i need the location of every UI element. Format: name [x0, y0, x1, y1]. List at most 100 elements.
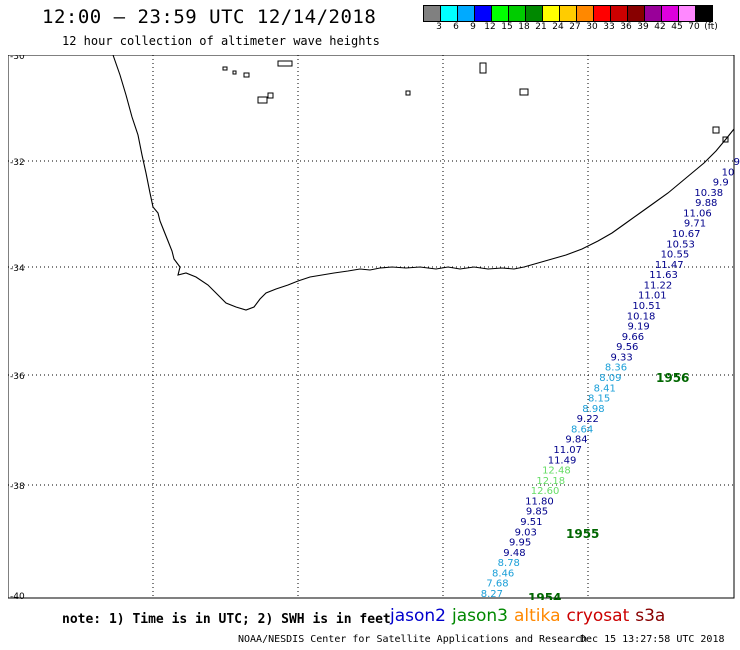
color-swatch: [508, 5, 526, 22]
track-time-label: 1955: [566, 527, 599, 541]
color-swatch: [457, 5, 475, 22]
wave-height-label: 11.47: [655, 260, 684, 271]
wave-height-label: 12.18: [536, 476, 565, 487]
latitude-tick-label: -30: [10, 55, 25, 62]
color-swatch: [678, 5, 696, 22]
color-scale-bar: [423, 5, 713, 22]
wave-height-label: 10.55: [661, 250, 690, 261]
wave-height-label: 9.85: [526, 507, 548, 518]
satellite-legend: jason2 jason3 altika cryosat s3a: [390, 606, 671, 626]
wave-height-label: 9.88: [695, 198, 717, 209]
color-swatch: [440, 5, 458, 22]
color-scale-label: 36: [620, 22, 632, 32]
islands: [222, 60, 729, 143]
wave-height-label: 8.15: [588, 394, 610, 405]
color-scale-label: 70: [688, 22, 700, 32]
wave-height-label: 9.84: [565, 435, 587, 446]
units-note: note: 1) Time is in UTC; 2) SWH is in fe…: [62, 612, 391, 627]
map-title: 12:00 – 23:59 UTC 12/14/2018: [42, 6, 377, 28]
wave-height-label: 9.22: [577, 414, 599, 425]
latitude-tick-label: -32: [10, 158, 25, 168]
wave-height-label: 8.98: [582, 404, 604, 415]
wave-height-label: 10.67: [672, 229, 701, 240]
color-scale-label: 42: [654, 22, 666, 32]
wave-height-label: 10.53: [666, 239, 695, 250]
wave-height-label: 11.07: [553, 445, 582, 456]
credit-line: NOAA/NESDIS Center for Satellite Applica…: [238, 634, 588, 645]
color-scale-label: 3: [436, 22, 442, 32]
coastline: [112, 54, 735, 311]
legend-cryosat: cryosat: [566, 606, 630, 626]
legend-s3a: s3a: [635, 606, 666, 626]
color-swatch: [627, 5, 645, 22]
color-scale-label: 21: [535, 22, 547, 32]
altimeter-track: 9109.910.389.8811.069.7110.6710.5310.551…: [481, 157, 740, 600]
color-swatch: [695, 5, 713, 22]
wave-height-label: 11.01: [638, 291, 667, 302]
color-scale-label: 18: [518, 22, 530, 32]
color-swatch: [525, 5, 543, 22]
wave-height-label: 9.66: [622, 332, 644, 343]
latitude-tick-label: -38: [10, 482, 25, 492]
color-swatch: [559, 5, 577, 22]
color-scale-label: 9: [470, 22, 476, 32]
wave-height-label: 12.48: [542, 466, 571, 477]
color-swatch: [661, 5, 679, 22]
track-time-label: 1954: [528, 591, 561, 600]
legend-jason2: jason2: [390, 606, 446, 626]
color-swatch: [610, 5, 628, 22]
latitude-tick-label: -34: [10, 264, 25, 274]
wave-height-label: 8.78: [498, 558, 520, 569]
color-scale-label: 24: [552, 22, 564, 32]
wave-height-label: 9.33: [611, 352, 633, 363]
color-scale-label: 30: [586, 22, 598, 32]
latitude-tick-label: -40: [10, 592, 25, 600]
color-swatch: [593, 5, 611, 22]
wave-height-label: 12.60: [531, 486, 560, 497]
wave-height-label: 9.48: [503, 548, 525, 559]
legend-jason3: jason3: [452, 606, 508, 626]
wave-height-label: 8.41: [594, 383, 616, 394]
color-scale-labels: 3 6 9 12 15 18 21 24 27 30 33 36 39 42 45 70 (ft): [423, 22, 740, 36]
wave-height-label: 11.80: [525, 496, 554, 507]
color-scale-label: 6: [453, 22, 459, 32]
wave-height-label: 9.71: [684, 219, 706, 230]
wave-height-label: 8.46: [492, 568, 514, 579]
color-scale-label: (ft): [704, 22, 718, 32]
legend-altika: altika: [514, 606, 561, 626]
color-swatch: [542, 5, 560, 22]
wave-height-label: 8.09: [599, 373, 621, 384]
wave-height-label: 9.95: [509, 538, 531, 549]
color-swatch: [474, 5, 492, 22]
color-scale-label: 27: [569, 22, 581, 32]
wave-height-label: 9.9: [713, 178, 729, 189]
color-scale-label: 45: [671, 22, 683, 32]
color-swatch: [644, 5, 662, 22]
latitude-tick-label: -36: [10, 372, 25, 382]
color-swatch: [423, 5, 441, 22]
timestamp: Dec 15 13:27:58 UTC 2018: [580, 634, 725, 645]
wave-height-label: 8.64: [571, 424, 593, 435]
wave-height-label: 9.51: [520, 517, 542, 528]
wave-height-label: 9: [734, 157, 740, 168]
color-scale-label: 12: [484, 22, 496, 32]
wave-height-label: 10: [722, 167, 735, 178]
wave-height-label: 10.38: [694, 188, 723, 199]
color-swatch: [491, 5, 509, 22]
wave-height-label: 11.63: [649, 270, 678, 281]
wave-height-label: 8.36: [605, 363, 627, 374]
wave-height-label: 9.19: [627, 322, 649, 333]
wave-height-label: 11.06: [683, 208, 712, 219]
color-scale-label: 33: [603, 22, 615, 32]
color-swatch: [576, 5, 594, 22]
track-time-label: 1956: [656, 371, 689, 385]
wave-height-label: 10.18: [627, 311, 656, 322]
wave-height-label: 9.56: [616, 342, 638, 353]
color-scale-label: 39: [637, 22, 649, 32]
wave-height-label: 8.27: [481, 589, 503, 600]
graticule: [8, 55, 734, 598]
map-subtitle: 12 hour collection of altimeter wave hei…: [62, 34, 380, 48]
wave-height-label: 11.49: [548, 455, 577, 466]
